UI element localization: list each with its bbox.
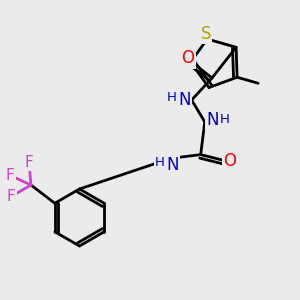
Text: N: N: [206, 111, 218, 129]
Text: F: F: [25, 154, 33, 169]
Text: F: F: [7, 189, 15, 204]
Text: O: O: [224, 152, 236, 170]
Text: N: N: [166, 156, 179, 174]
Text: H: H: [154, 156, 164, 169]
Text: H: H: [220, 113, 230, 126]
Text: O: O: [181, 49, 194, 67]
Text: S: S: [200, 25, 211, 43]
Text: F: F: [6, 168, 14, 183]
Text: H: H: [166, 91, 176, 104]
Text: N: N: [178, 91, 190, 109]
